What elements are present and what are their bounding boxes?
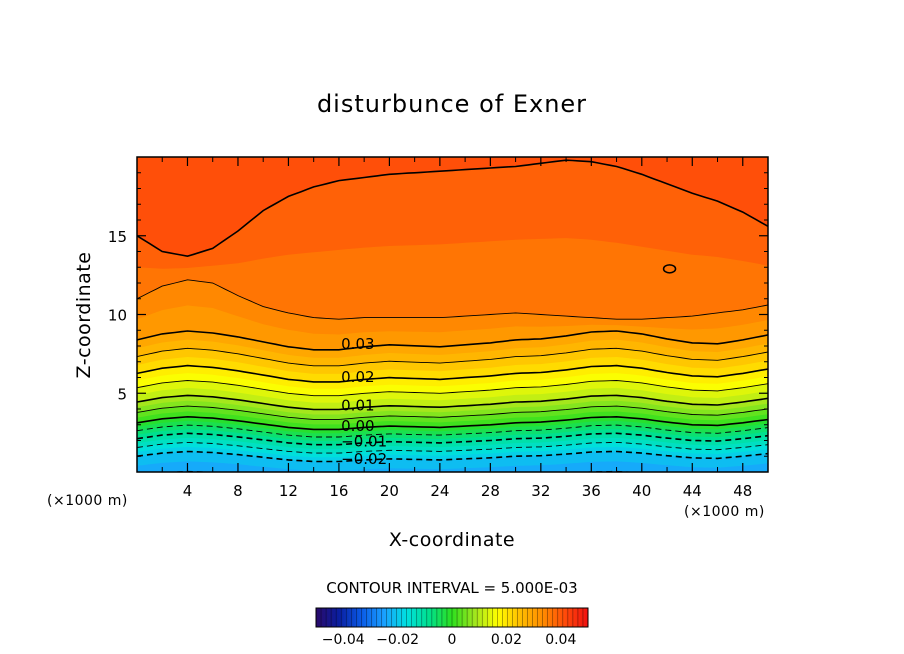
colorbar-tick-label: 0.04 [545, 632, 576, 648]
x-tick-label: 12 [279, 482, 298, 500]
contour-line [137, 415, 768, 431]
colorbar-tick-labels: −0.04 −0.02 0 0.02 0.04 [322, 632, 577, 648]
x-tick-label: 16 [329, 482, 348, 500]
chart-title: disturbunce of Exner [317, 90, 587, 118]
contour-line [137, 159, 768, 258]
y-tick-label: 15 [108, 228, 127, 246]
contour-line [137, 405, 768, 420]
contour-label: 0.02 [341, 368, 374, 386]
contour-line [137, 450, 768, 463]
contour-label: 0.01 [341, 396, 374, 414]
x-unit-label: (×1000 m) [684, 504, 765, 520]
y-axis-label: Z-coordinate [73, 252, 95, 379]
x-tick-label: 20 [380, 482, 399, 500]
plot-area: 0.030.020.010.00−0.01−0.02 4 8 12 16 20 24 28 3… [108, 156, 769, 500]
contour-line [137, 364, 768, 383]
contour-line [137, 380, 768, 397]
contour-line [137, 424, 768, 438]
x-tick-label: 40 [632, 482, 651, 500]
colorbar-tick-label: 0 [448, 632, 457, 648]
x-tick-label: 4 [183, 482, 193, 500]
x-tick-label: 48 [733, 482, 752, 500]
colorbar-divisions [320, 608, 584, 627]
x-tick-label: 36 [582, 482, 601, 500]
x-tick-label: 32 [531, 482, 550, 500]
contour-line [137, 441, 768, 454]
x-tick-label: 28 [481, 482, 500, 500]
peak-contour-marker [662, 264, 677, 274]
contour-band [137, 461, 768, 472]
colorbar-tick-label: −0.04 [322, 632, 365, 648]
contour-line [137, 279, 768, 320]
x-axis-label: X-coordinate [389, 529, 515, 551]
contour-line [137, 347, 768, 367]
contour-line [137, 330, 768, 351]
y-unit-label: (×1000 m) [47, 493, 128, 509]
contour-lines [137, 159, 768, 472]
colorbar: −0.04 −0.02 0 0.02 0.04 [315, 607, 589, 648]
colorbar-tick-label: 0.02 [491, 632, 522, 648]
contour-label: −0.02 [341, 450, 387, 468]
contour-label: 0.03 [341, 335, 374, 353]
colorbar-tick-label: −0.02 [376, 632, 419, 648]
x-tick-label: 8 [233, 482, 243, 500]
contour-line [137, 432, 768, 446]
contour-interval-label: CONTOUR INTERVAL = 5.000E-03 [326, 579, 577, 597]
y-tick-label: 5 [117, 385, 127, 403]
contour-labels: 0.03 0.02 0.01 0.00−0.01−0.02 [341, 335, 387, 468]
x-tick-label: 44 [683, 482, 702, 500]
x-tick-label: 24 [430, 482, 449, 500]
contour-fill [137, 157, 768, 472]
y-tick-label: 10 [108, 307, 127, 325]
contour-label: 0.00 [341, 417, 374, 435]
contour-label: −0.01 [341, 433, 387, 451]
contour-line [137, 394, 768, 411]
